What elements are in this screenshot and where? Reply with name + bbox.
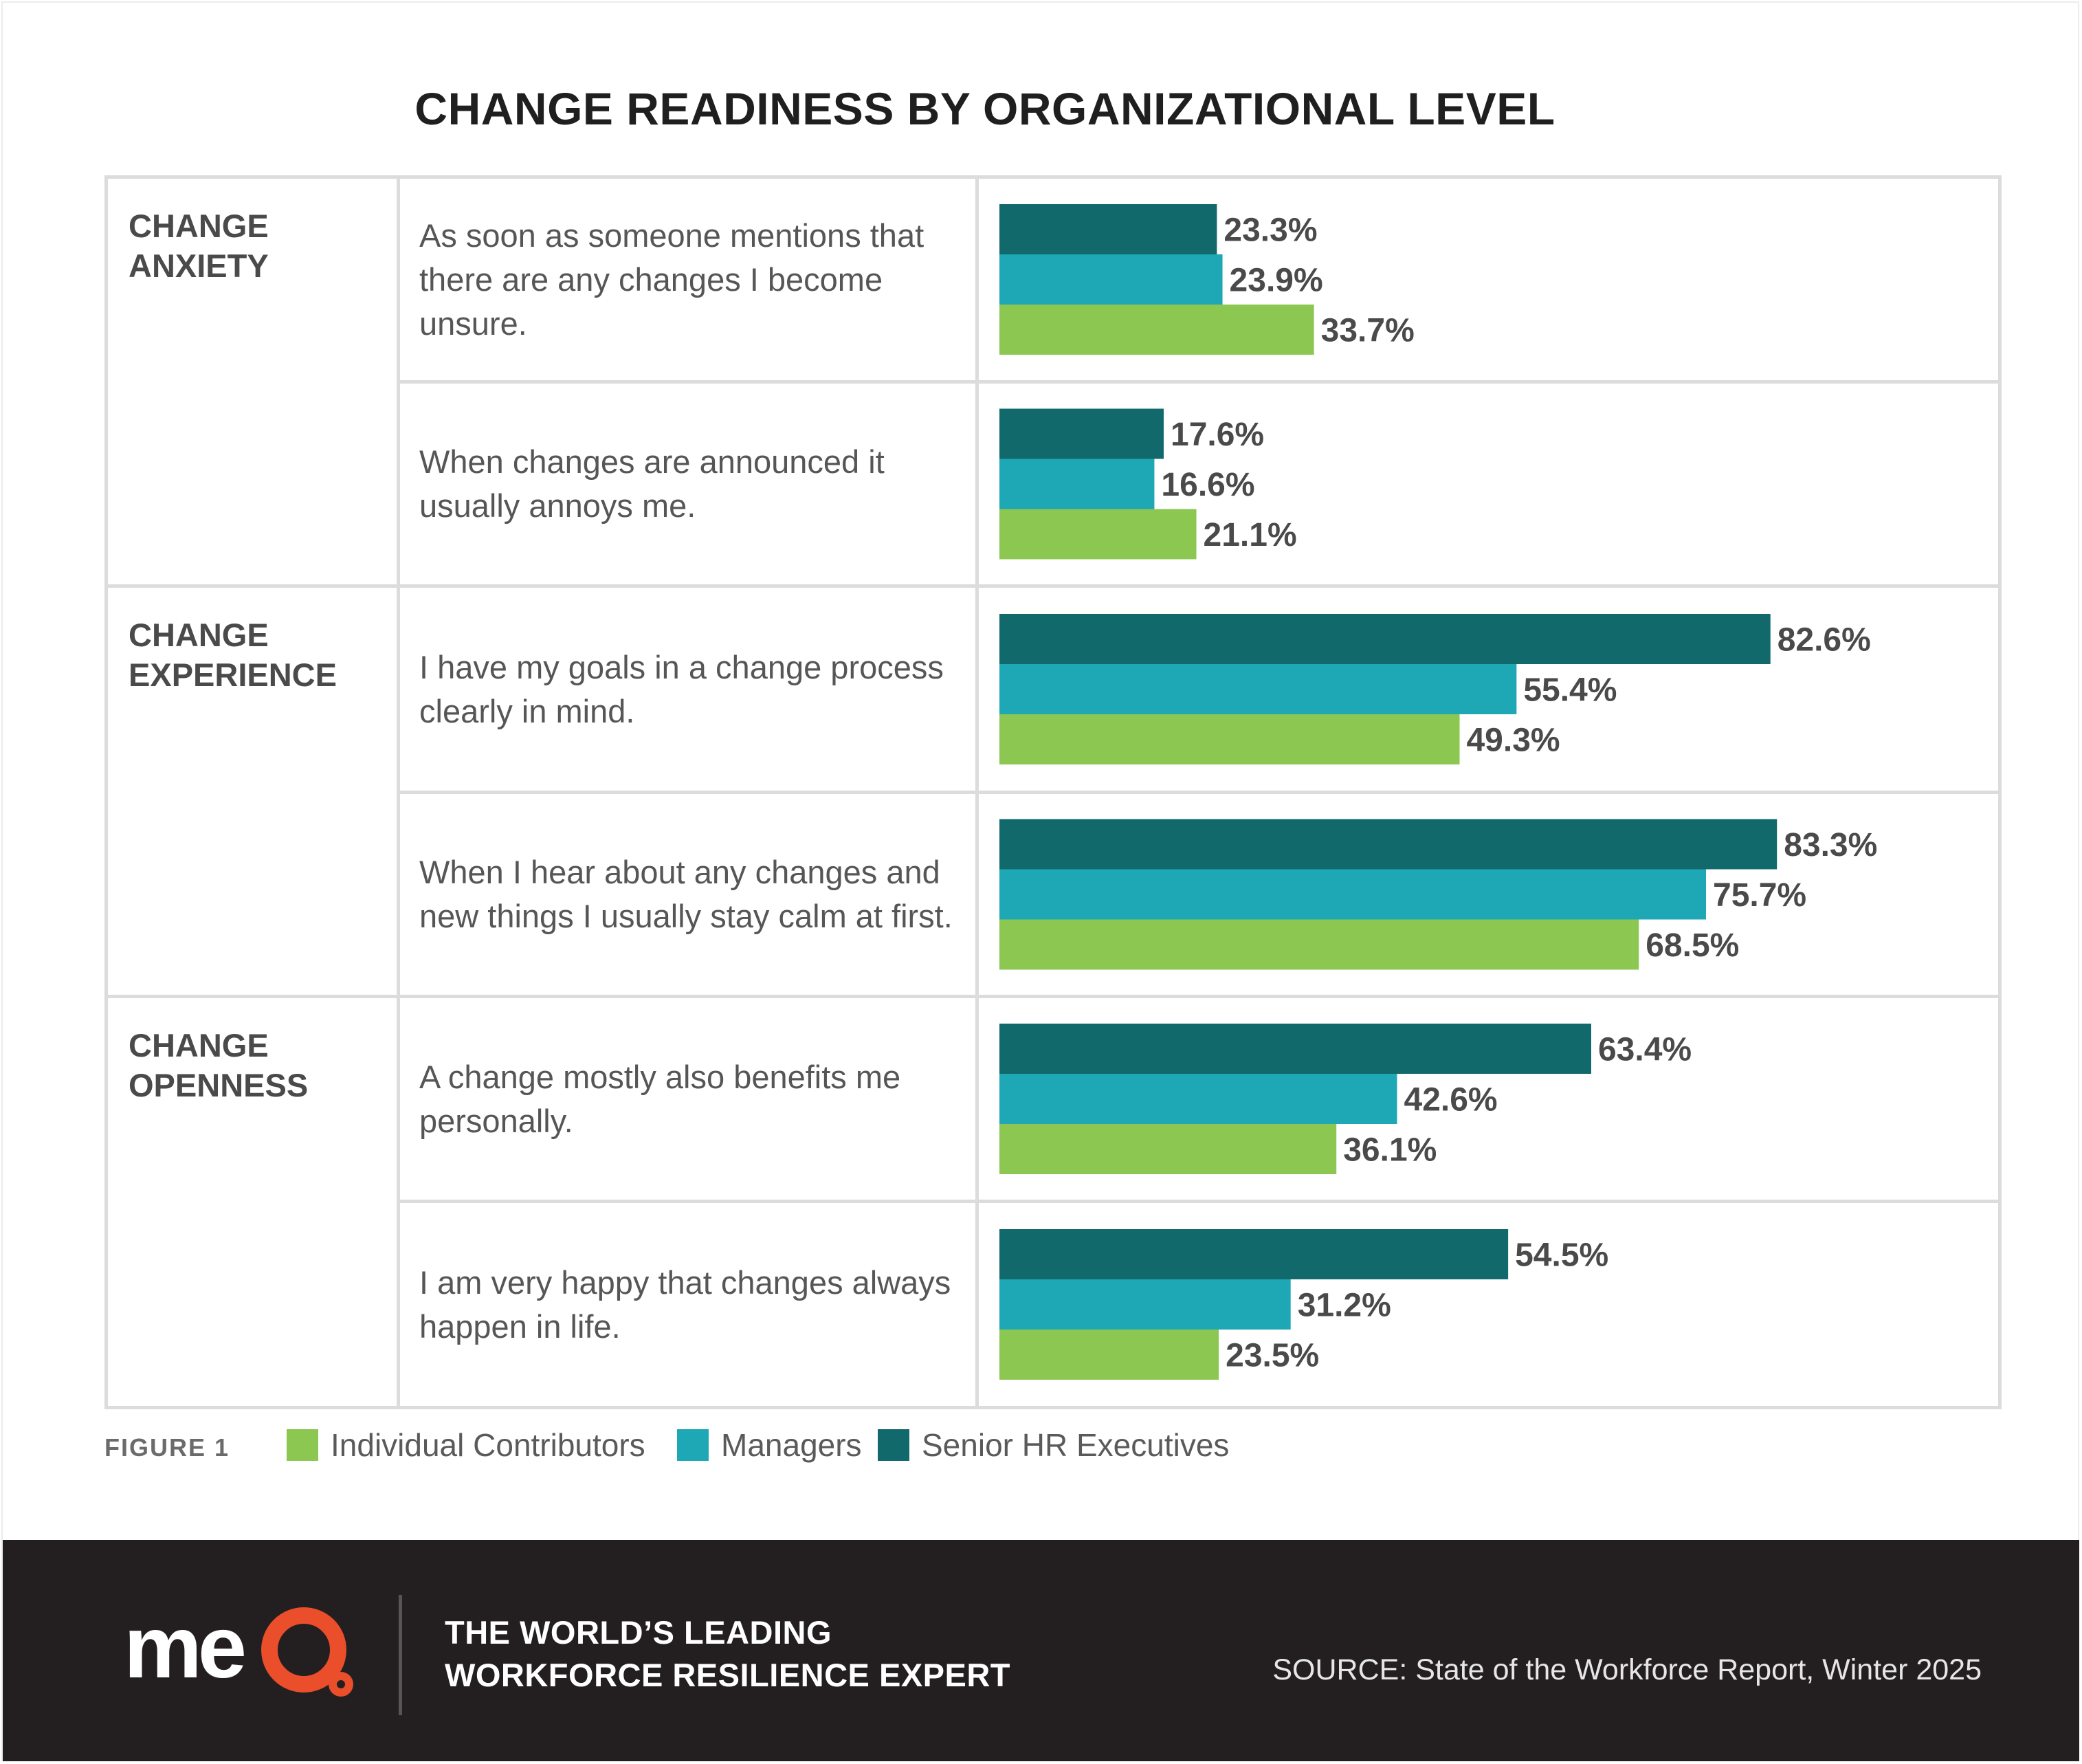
table-divider-row-3 [397, 791, 1998, 794]
question-text: I have my goals in a change process clea… [419, 648, 944, 729]
data-label: 31.2% [1298, 1288, 1391, 1324]
bar-senior-hr-executives [999, 1229, 1509, 1279]
bar-managers [999, 254, 1223, 305]
bar-senior-hr-executives [999, 614, 1771, 664]
table-divider-group-2 [108, 995, 1998, 998]
bar-managers [999, 1074, 1397, 1124]
data-label: 63.4% [1598, 1032, 1692, 1068]
table-divider-row-5 [397, 1200, 1998, 1203]
data-label: 68.5% [1646, 927, 1739, 964]
legend-item: Individual Contributors [287, 1426, 645, 1464]
legend-item: Senior HR Executives [878, 1426, 1229, 1464]
meq-logo: me [124, 1602, 353, 1697]
question-text: As soon as someone mentions that there a… [419, 217, 924, 342]
data-label: 75.7% [1713, 877, 1806, 914]
legend-item: Managers [677, 1426, 862, 1464]
data-label: 23.3% [1223, 212, 1317, 249]
question-text: I am very happy that changes always happ… [419, 1264, 951, 1345]
bar-individual-contributors [999, 1330, 1219, 1380]
legend-swatch-managers [677, 1429, 709, 1461]
bar-senior-hr-executives [999, 408, 1164, 459]
footer-divider [399, 1595, 402, 1715]
table-divider-group-1 [108, 584, 1998, 588]
data-label: 23.9% [1230, 263, 1323, 299]
bar-chart: 23.3% 23.9% 33.7% 17.6% 16.6% 21.1% 82.6% 55.4%… [999, 204, 1877, 1380]
chart-title: CHANGE READINESS BY ORGANIZATIONAL LEVEL [414, 83, 1555, 134]
data-label: 83.3% [1784, 827, 1877, 863]
footer-banner: me THE WORLD’S LEADING WORKFORCE RESILIE… [3, 1540, 2079, 1761]
category-label: CHANGE EXPERIENCE [129, 617, 337, 693]
question-text: When I hear about any changes and new th… [419, 854, 953, 934]
bar-managers [999, 869, 1707, 920]
legend-swatch-senior-hr-executives [878, 1429, 909, 1461]
bar-managers [999, 1279, 1291, 1330]
data-label: 55.4% [1523, 672, 1617, 709]
bar-individual-contributors [999, 714, 1460, 764]
bar-individual-contributors [999, 1124, 1337, 1174]
bar-managers [999, 459, 1155, 509]
data-label: 36.1% [1343, 1132, 1437, 1169]
table-divider-row-1 [397, 380, 1998, 384]
svg-text:me: me [124, 1602, 244, 1697]
footer-tagline: THE WORLD’S LEADING WORKFORCE RESILIENCE… [445, 1614, 1011, 1693]
data-label: 33.7% [1321, 313, 1415, 349]
data-label: 23.5% [1226, 1338, 1319, 1374]
source-note: SOURCE: State of the Workforce Report, W… [1272, 1653, 1982, 1686]
bar-individual-contributors [999, 919, 1639, 970]
bar-individual-contributors [999, 305, 1314, 355]
question-text: When changes are announced it usually an… [419, 443, 885, 524]
data-label: 54.5% [1515, 1237, 1608, 1274]
category-label: CHANGE OPENNESS [129, 1027, 309, 1103]
chart-table: CHANGE ANXIETY CHANGE EXPERIENCE CHANGE … [104, 175, 2002, 1409]
category-label: CHANGE ANXIETY [129, 208, 269, 284]
bar-senior-hr-executives [999, 819, 1778, 870]
legend-label: Senior HR Executives [922, 1427, 1230, 1463]
legend-label: Individual Contributors [331, 1427, 645, 1463]
data-label: 42.6% [1404, 1082, 1498, 1118]
bar-senior-hr-executives [999, 204, 1217, 254]
data-label: 17.6% [1171, 417, 1264, 453]
data-label: 16.6% [1161, 467, 1254, 503]
legend-label: Managers [721, 1427, 862, 1463]
question-text: A change mostly also benefits me persona… [419, 1058, 901, 1139]
legend-swatch-individual-contributors [287, 1429, 318, 1461]
data-label: 82.6% [1778, 622, 1871, 659]
data-label: 21.1% [1204, 517, 1297, 553]
data-label: 49.3% [1466, 723, 1560, 759]
bar-senior-hr-executives [999, 1024, 1591, 1074]
figure-label: FIGURE 1 [104, 1433, 230, 1462]
bar-managers [999, 664, 1517, 714]
bar-individual-contributors [999, 509, 1197, 560]
